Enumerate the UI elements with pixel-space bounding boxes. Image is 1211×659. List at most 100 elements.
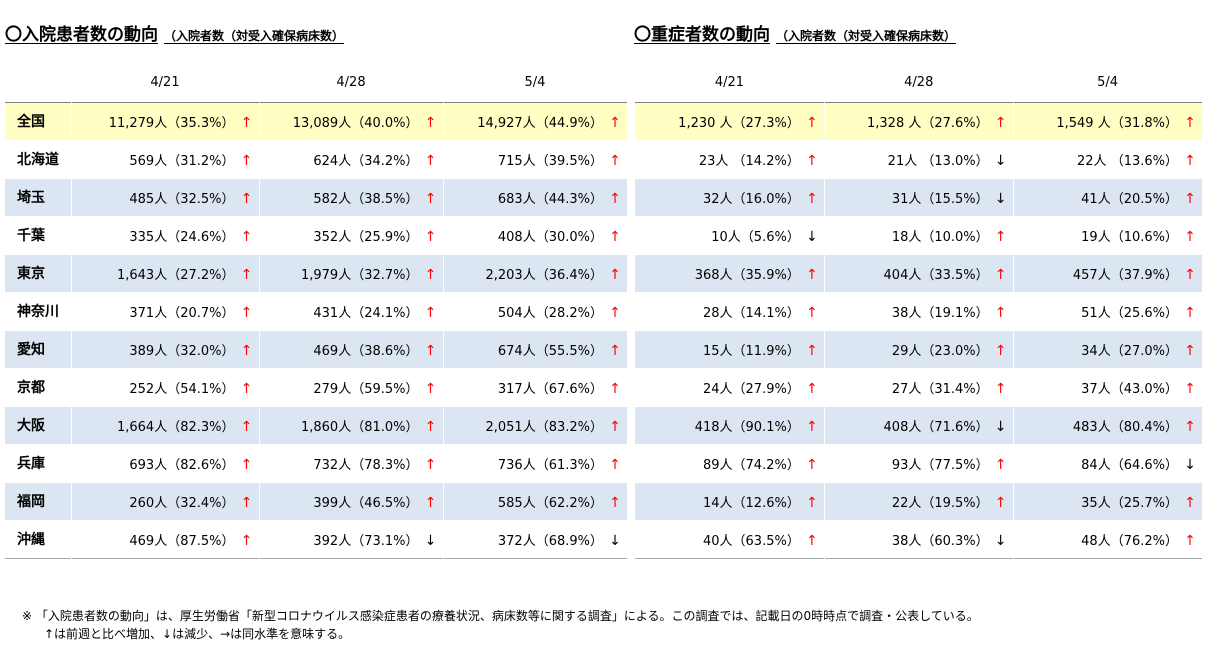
arrow-up-icon: ↑	[424, 190, 437, 207]
value-text: 352人（25.9%）	[313, 229, 419, 245]
arrow-up-icon: ↑	[1184, 380, 1196, 397]
table-row: 23人 （14.2%） ↑ 21人 （13.0%） ↓ 22人 （13.6%） ↑	[634, 140, 1202, 178]
arrow-up-icon: ↑	[994, 342, 1007, 359]
value-text: 408人（71.6%）	[883, 419, 989, 435]
table-row: 兵庫 693人（82.6%） ↑ 732人（78.3%） ↑ 736人（61.3%） ↑	[5, 444, 627, 482]
arrow-up-icon: ↑	[994, 266, 1007, 283]
value-text: 431人（24.1%）	[313, 305, 419, 321]
value-text: 89人（74.2%）	[702, 457, 800, 473]
arrow-up-icon: ↑	[1184, 304, 1196, 321]
prefecture-cell: 兵庫	[5, 444, 71, 482]
arrow-up-icon: ↑	[424, 304, 437, 321]
value-cell: 279人（59.5%） ↑	[258, 368, 443, 406]
value-text: 485人（32.5%）	[129, 191, 235, 207]
value-text: 1,549 人（31.8%）	[1056, 115, 1178, 131]
arrow-up-icon: ↑	[994, 114, 1007, 131]
value-text: 504人（28.2%）	[497, 305, 603, 321]
arrow-up-icon: ↑	[609, 456, 621, 473]
value-text: 392人（73.1%）	[313, 533, 419, 549]
arrow-up-icon: ↑	[994, 304, 1007, 321]
arrow-up-icon: ↑	[609, 418, 621, 435]
inpatient-table: 4/21 4/28 5/4 全国 11,279人（35.3%） ↑ 13,089人（4…	[5, 64, 627, 559]
value-cell: 408人（30.0%） ↑	[442, 216, 627, 254]
inpatient-table-body: 全国 11,279人（35.3%） ↑ 13,089人（40.0%） ↑ 14,927人（…	[5, 102, 627, 558]
value-cell: 569人（31.2%） ↑	[70, 140, 259, 178]
arrow-up-icon: ↑	[240, 228, 253, 245]
value-text: 389人（32.0%）	[129, 343, 235, 359]
table-row: 368人（35.9%） ↑ 404人（33.5%） ↑ 457人（37.9%） ↑	[634, 254, 1202, 292]
severe-title: 〇重症者数の動向 （入院者数（対受入確保病床数）	[634, 20, 956, 45]
arrow-up-icon: ↑	[424, 228, 437, 245]
value-text: 1,328 人（27.6%）	[867, 115, 989, 131]
prefecture-cell: 京都	[5, 368, 71, 406]
value-text: 483人（80.4%）	[1072, 419, 1178, 435]
arrow-up-icon: ↑	[805, 494, 818, 511]
value-cell: 14人（12.6%） ↑	[634, 482, 825, 520]
date-header: 4/28	[904, 75, 934, 91]
value-text: 22人（19.5%）	[891, 495, 989, 511]
value-cell: 504人（28.2%） ↑	[442, 292, 627, 330]
arrow-down-icon: ↓	[994, 152, 1007, 169]
value-cell: 335人（24.6%） ↑	[70, 216, 259, 254]
value-cell: 1,230 人（27.3%） ↑	[634, 102, 825, 140]
value-text: 84人（64.6%）	[1081, 457, 1178, 473]
value-text: 22人 （13.6%）	[1077, 153, 1178, 169]
value-cell: 23人 （14.2%） ↑	[634, 140, 825, 178]
value-text: 732人（78.3%）	[313, 457, 419, 473]
value-text: 368人（35.9%）	[694, 267, 800, 283]
value-cell: 28人（14.1%） ↑	[634, 292, 825, 330]
arrow-up-icon: ↑	[1184, 418, 1196, 435]
severe-table-body: 1,230 人（27.3%） ↑ 1,328 人（27.6%） ↑ 1,549 人（31…	[634, 102, 1202, 558]
value-cell: 252人（54.1%） ↑	[70, 368, 259, 406]
value-text: 48人（76.2%）	[1081, 533, 1178, 549]
date-header: 4/21	[714, 75, 745, 91]
table-row: 24人（27.9%） ↑ 27人（31.4%） ↑ 37人（43.0%） ↑	[634, 368, 1202, 406]
arrow-up-icon: ↑	[609, 342, 621, 359]
table-row: 15人（11.9%） ↑ 29人（23.0%） ↑ 34人（27.0%） ↑	[634, 330, 1202, 368]
value-cell: 352人（25.9%） ↑	[258, 216, 443, 254]
value-text: 279人（59.5%）	[313, 381, 419, 397]
arrow-up-icon: ↑	[1184, 342, 1196, 359]
prefecture-cell: 神奈川	[5, 292, 71, 330]
value-text: 18人（10.0%）	[891, 229, 989, 245]
value-cell: 89人（74.2%） ↑	[634, 444, 825, 482]
arrow-up-icon: ↑	[609, 266, 621, 283]
value-text: 13,089人（40.0%）	[292, 115, 419, 131]
arrow-up-icon: ↑	[994, 456, 1007, 473]
value-text: 569人（31.2%）	[129, 153, 235, 169]
value-text: 40人（63.5%）	[702, 533, 800, 549]
arrow-up-icon: ↑	[609, 304, 621, 321]
value-cell: 693人（82.6%） ↑	[70, 444, 259, 482]
severe-title-main: 〇重症者数の動向	[634, 25, 770, 45]
value-cell: 37人（43.0%） ↑	[1012, 368, 1202, 406]
value-text: 11,279人（35.3%）	[108, 115, 235, 131]
value-text: 1,664人（82.3%）	[116, 419, 235, 435]
value-text: 41人（20.5%）	[1081, 191, 1178, 207]
arrow-up-icon: ↑	[1184, 532, 1196, 549]
prefecture-cell: 埼玉	[5, 178, 71, 216]
value-cell: 317人（67.6%） ↑	[442, 368, 627, 406]
prefecture-cell: 北海道	[5, 140, 71, 178]
value-text: 14人（12.6%）	[702, 495, 800, 511]
arrow-up-icon: ↑	[994, 228, 1007, 245]
prefecture-cell: 全国	[5, 102, 71, 140]
arrow-up-icon: ↑	[994, 494, 1007, 511]
arrow-up-icon: ↑	[805, 190, 818, 207]
value-cell: 93人（77.5%） ↑	[823, 444, 1014, 482]
arrow-down-icon: ↓	[609, 532, 621, 549]
value-text: 32人（16.0%）	[702, 191, 800, 207]
value-text: 10人（5.6%）	[711, 229, 800, 245]
table-row: 全国 11,279人（35.3%） ↑ 13,089人（40.0%） ↑ 14,927人（…	[5, 102, 627, 140]
prefecture-cell: 沖縄	[5, 520, 71, 558]
inpatient-title-main: 〇入院患者数の動向	[5, 25, 158, 45]
arrow-up-icon: ↑	[805, 456, 818, 473]
arrow-up-icon: ↑	[240, 152, 253, 169]
footnotes: ※ 「入院患者数の動向」は、厚生労働省「新型コロナウイルス感染症患者の療養状況、…	[22, 607, 979, 643]
value-text: 683人（44.3%）	[497, 191, 603, 207]
value-text: 1,979人（32.7%）	[300, 267, 419, 283]
value-text: 469人（87.5%）	[129, 533, 235, 549]
table-row: 愛知 389人（32.0%） ↑ 469人（38.6%） ↑ 674人（55.5%） ↑	[5, 330, 627, 368]
value-text: 372人（68.9%）	[497, 533, 603, 549]
table-row: 大阪 1,664人（82.3%） ↑ 1,860人（81.0%） ↑ 2,051人（83.…	[5, 406, 627, 444]
value-cell: 683人（44.3%） ↑	[442, 178, 627, 216]
